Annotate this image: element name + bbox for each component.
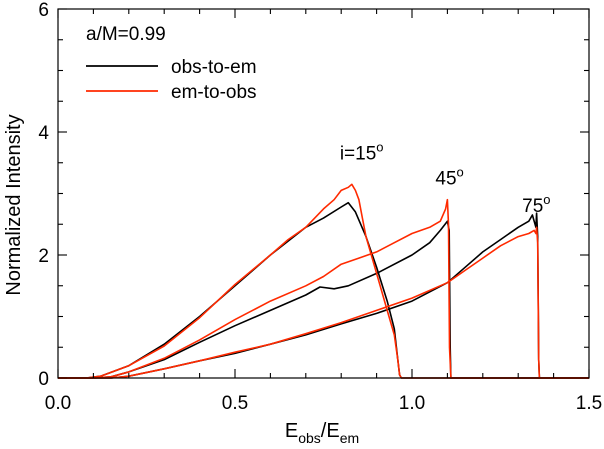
annotation-inclination: 75o bbox=[522, 192, 550, 217]
series-line-i45-em-to-obs bbox=[58, 198, 589, 379]
annotations-layer: i=15o 45o 75o bbox=[340, 140, 551, 217]
annotation-inclination: 45o bbox=[435, 164, 463, 189]
series-layer bbox=[58, 183, 589, 379]
ticks-layer: 0.0 0.5 1.0 1.5 0 2 4 6 bbox=[38, 0, 602, 414]
legend: a/M=0.99 obs-to-em em-to-obs bbox=[86, 24, 257, 103]
y-tick-label: 0 bbox=[38, 369, 49, 390]
x-axis-label-sub-em: em bbox=[340, 430, 359, 446]
legend-label-obs-to-em: obs-to-em bbox=[171, 57, 257, 78]
x-axis-label-slash: /E bbox=[321, 420, 340, 442]
series-line-i75-em-to-obs bbox=[58, 226, 589, 379]
axes-layer bbox=[57, 8, 590, 379]
series-line-i45-obs-to-em bbox=[58, 220, 589, 379]
x-tick-label: 1.5 bbox=[576, 393, 602, 414]
series-line-i75-obs-to-em bbox=[58, 212, 589, 379]
annotation-inclination: i=15o bbox=[340, 140, 384, 165]
x-axis-label-base: E bbox=[285, 420, 298, 442]
x-tick-label: 1.0 bbox=[399, 393, 425, 414]
series-line-i15-em-to-obs bbox=[58, 183, 589, 379]
legend-label-em-to-obs: em-to-obs bbox=[171, 82, 257, 103]
x-axis-label-sub-obs: obs bbox=[298, 430, 321, 446]
x-tick-label: 0.0 bbox=[45, 393, 71, 414]
x-tick-label: 0.5 bbox=[222, 393, 248, 414]
y-tick-label: 2 bbox=[38, 246, 49, 267]
y-tick-label: 4 bbox=[38, 123, 49, 144]
x-axis-label: Eobs/Eem bbox=[285, 420, 359, 446]
legend-header: a/M=0.99 bbox=[86, 24, 166, 45]
y-tick-label: 6 bbox=[38, 0, 49, 21]
y-axis-label: Normalized Intensity bbox=[3, 114, 25, 295]
plot-frame bbox=[57, 8, 590, 379]
series-line-i15-obs-to-em bbox=[58, 201, 589, 379]
